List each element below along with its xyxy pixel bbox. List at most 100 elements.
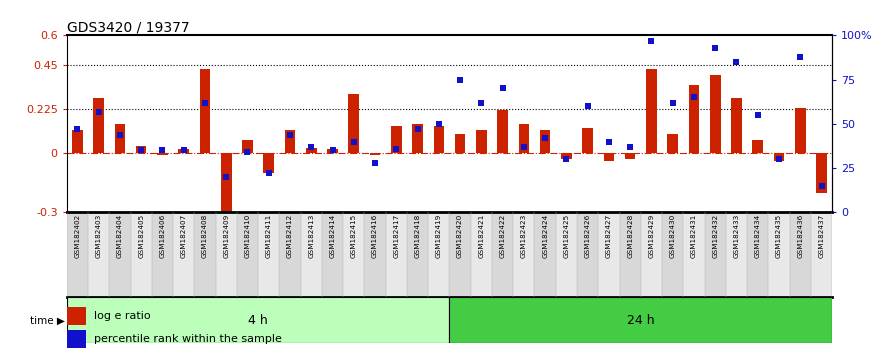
Text: GDS3420 / 19377: GDS3420 / 19377 xyxy=(67,20,190,34)
Bar xyxy=(816,153,827,193)
Text: GSM182420: GSM182420 xyxy=(457,214,463,258)
Text: GSM182435: GSM182435 xyxy=(776,214,782,258)
Bar xyxy=(158,153,167,155)
Point xyxy=(219,174,233,180)
Text: GSM182431: GSM182431 xyxy=(691,214,697,258)
Bar xyxy=(561,153,571,159)
Bar xyxy=(732,98,741,153)
Bar xyxy=(115,124,125,153)
Bar xyxy=(795,108,805,153)
Text: GSM182432: GSM182432 xyxy=(712,214,718,258)
Bar xyxy=(194,212,215,297)
Point xyxy=(347,139,361,144)
Point xyxy=(326,148,340,153)
Point xyxy=(750,112,765,118)
Bar xyxy=(577,212,598,297)
Bar xyxy=(67,297,449,343)
Text: GSM182426: GSM182426 xyxy=(585,214,591,258)
Point xyxy=(474,100,489,105)
Point xyxy=(517,144,531,150)
Bar xyxy=(88,212,109,297)
Bar xyxy=(705,212,726,297)
Text: GSM182407: GSM182407 xyxy=(181,214,187,258)
Bar xyxy=(811,212,832,297)
Bar xyxy=(710,75,721,153)
Point xyxy=(453,77,467,82)
Point xyxy=(410,126,425,132)
Bar xyxy=(385,212,407,297)
Bar xyxy=(369,153,380,155)
Bar xyxy=(641,212,662,297)
Bar xyxy=(67,212,88,297)
Bar xyxy=(449,297,832,343)
Text: GSM182412: GSM182412 xyxy=(287,214,293,258)
Point xyxy=(772,156,786,162)
Bar xyxy=(328,149,338,153)
Text: GSM182436: GSM182436 xyxy=(797,214,804,258)
Point xyxy=(304,144,319,150)
Bar xyxy=(344,212,364,297)
Point xyxy=(644,38,659,44)
Bar xyxy=(349,95,359,153)
Text: GSM182437: GSM182437 xyxy=(819,214,824,258)
Text: GSM182422: GSM182422 xyxy=(499,214,506,258)
Bar xyxy=(131,212,152,297)
Bar xyxy=(306,148,317,153)
Bar xyxy=(285,130,295,153)
Bar xyxy=(519,124,530,153)
Text: time ▶: time ▶ xyxy=(29,315,65,325)
Bar xyxy=(301,212,322,297)
Text: GSM182406: GSM182406 xyxy=(159,214,166,258)
Text: GSM182409: GSM182409 xyxy=(223,214,230,258)
Text: GSM182413: GSM182413 xyxy=(308,214,314,258)
Bar xyxy=(603,153,614,161)
Bar xyxy=(514,212,535,297)
Bar xyxy=(662,212,684,297)
Point xyxy=(389,146,403,152)
Bar xyxy=(689,85,700,153)
Bar xyxy=(535,212,555,297)
Text: percentile rank within the sample: percentile rank within the sample xyxy=(93,334,281,344)
Text: GSM182404: GSM182404 xyxy=(117,214,123,258)
Text: GSM182424: GSM182424 xyxy=(542,214,548,258)
Bar xyxy=(747,212,768,297)
Bar xyxy=(152,212,173,297)
Bar xyxy=(136,145,147,153)
Bar xyxy=(582,128,593,153)
Bar xyxy=(428,212,449,297)
Point xyxy=(496,86,510,91)
Bar xyxy=(668,134,678,153)
Text: GSM182419: GSM182419 xyxy=(436,214,441,258)
Bar xyxy=(221,153,231,216)
Bar xyxy=(598,212,619,297)
Point xyxy=(730,59,744,65)
Bar xyxy=(93,98,104,153)
Text: GSM182403: GSM182403 xyxy=(95,214,101,258)
Point xyxy=(814,183,829,189)
Text: GSM182402: GSM182402 xyxy=(75,214,80,258)
Bar xyxy=(391,126,401,153)
Bar xyxy=(412,124,423,153)
Text: GSM182405: GSM182405 xyxy=(138,214,144,258)
Text: 24 h: 24 h xyxy=(627,314,655,327)
Bar xyxy=(215,212,237,297)
Bar xyxy=(619,212,641,297)
Point xyxy=(687,95,701,100)
Point xyxy=(368,160,382,166)
Bar xyxy=(67,330,86,348)
Point xyxy=(538,135,553,141)
Bar xyxy=(768,212,789,297)
Bar xyxy=(492,212,514,297)
Bar xyxy=(684,212,705,297)
Point xyxy=(176,148,190,153)
Bar xyxy=(237,212,258,297)
Bar xyxy=(322,212,344,297)
Point xyxy=(623,144,637,150)
Bar xyxy=(471,212,492,297)
Bar xyxy=(263,153,274,173)
Text: GSM182415: GSM182415 xyxy=(351,214,357,258)
Bar xyxy=(433,126,444,153)
Text: GSM182418: GSM182418 xyxy=(415,214,421,258)
Bar xyxy=(476,130,487,153)
Text: GSM182414: GSM182414 xyxy=(329,214,336,258)
